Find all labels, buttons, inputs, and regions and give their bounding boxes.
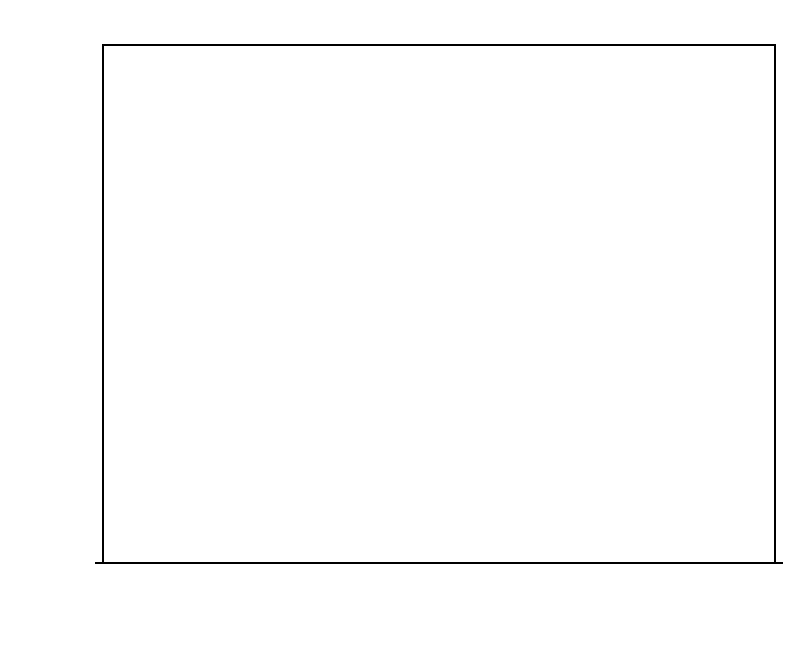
chart-svg	[0, 0, 800, 648]
chart-root	[0, 0, 800, 648]
